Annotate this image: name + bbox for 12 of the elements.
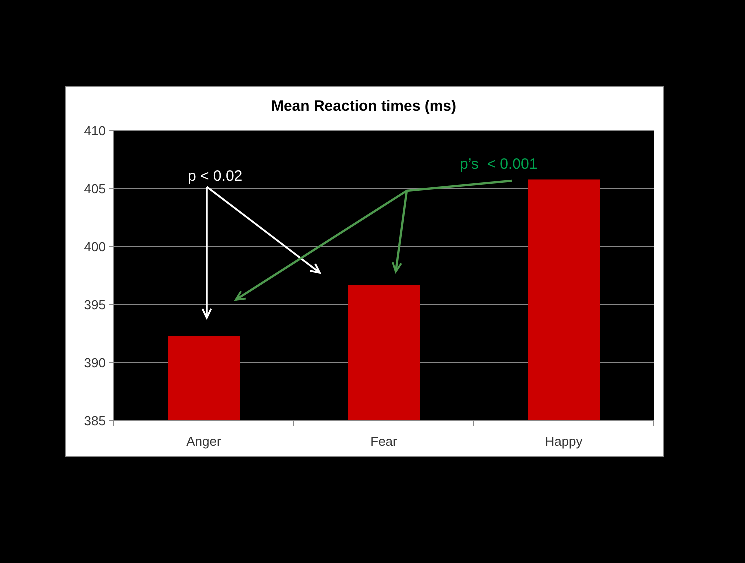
chart-title: Mean Reaction times (ms): [271, 98, 457, 115]
y-tick-label: 400: [84, 240, 106, 255]
y-tick-label: 385: [84, 414, 106, 429]
y-tick-label: 405: [84, 182, 106, 197]
y-tick-label: 390: [84, 356, 106, 371]
annotation: p < 0.02: [188, 168, 243, 185]
x-tick-label: Anger: [186, 434, 222, 449]
x-tick-label: Fear: [370, 434, 398, 449]
x-tick-label: Happy: [545, 434, 584, 449]
annotation: p’s < 0.001: [460, 156, 538, 173]
y-tick-label: 410: [84, 124, 106, 139]
y-tick-label: 395: [84, 298, 106, 313]
